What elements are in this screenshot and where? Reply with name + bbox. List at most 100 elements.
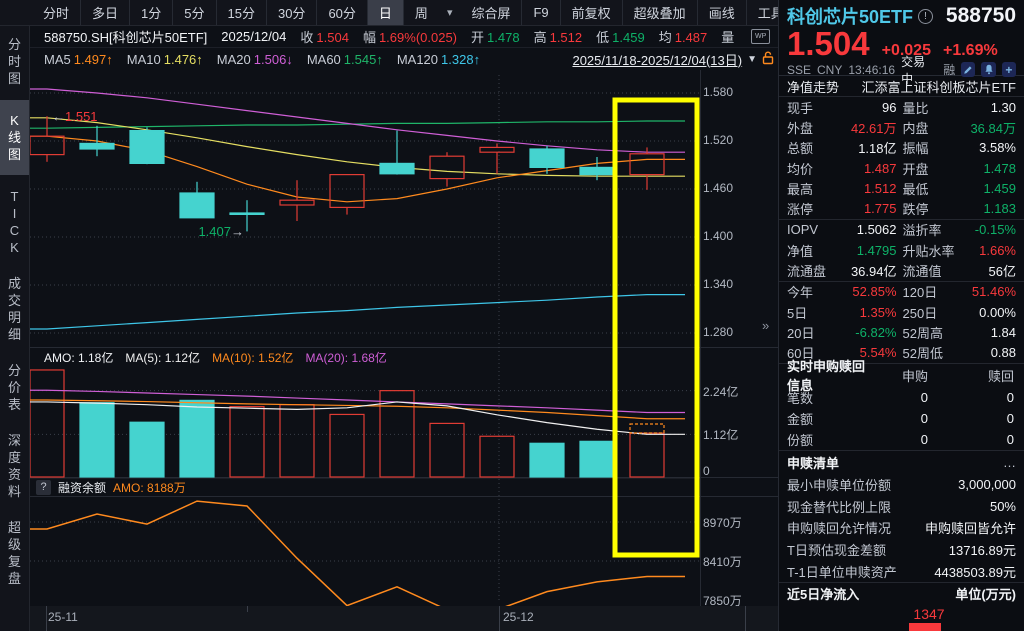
period-button-1分[interactable]: 1分 [129, 0, 172, 25]
divider [30, 496, 778, 497]
tool-button-前复权[interactable]: 前复权 [559, 0, 622, 25]
stat-value: 36.84万 [970, 120, 1016, 136]
period-button-30分[interactable]: 30分 [265, 0, 316, 25]
ma-label: MA10 [126, 51, 161, 67]
period-button-分时[interactable]: 分时 [43, 6, 70, 21]
more-icon[interactable]: … [1003, 454, 1016, 470]
nav-trend-link[interactable]: 净值走势 [787, 79, 840, 95]
period-dropdown-icon[interactable]: ▾ [446, 7, 453, 19]
redeem-value: 50% [989, 498, 1016, 514]
quote-field: 均 1.487 [659, 27, 708, 46]
stats-row: 60日 5.54% 52周低 0.88 [779, 343, 1024, 363]
redeem-value: 申购赎回皆允许 [924, 521, 1016, 537]
currency-label: CNY [817, 62, 843, 77]
ma-label: MA5 [44, 51, 71, 67]
tool-button-综合屏[interactable]: 综合屏 [471, 6, 511, 21]
stats-row: 外盘 42.61万 内盘 36.84万 [779, 117, 1024, 137]
kline-chart-canvas[interactable]: ←1.551 1.407→ [30, 70, 700, 608]
collapse-panel-button[interactable]: » [762, 318, 770, 333]
redeem-section: 申赎清单 … 最小申赎单位份额 3,000,000 现金替代比例上限 50% 申购赎回允… [779, 451, 1024, 583]
price-tick-label: 1.460 [703, 181, 734, 195]
redeem-row: T-1日单位申赎资产 4438503.89元 [779, 560, 1024, 582]
redeem-title: 申赎清单 [787, 455, 840, 471]
ma-item: MA120 1.328↑ [397, 52, 480, 67]
subscribe-value: 0 [1006, 431, 1014, 447]
stat-value: 1.183 [983, 201, 1016, 217]
stat-value: 1.775 [863, 201, 897, 217]
volume-tick-label: 0 [703, 464, 710, 478]
wp-window-icon[interactable]: WP [751, 29, 770, 44]
period-button-周[interactable]: 周 [402, 0, 439, 25]
subscribe-label: 笔数 [787, 390, 814, 406]
quote-field-label: 收 [300, 30, 314, 45]
sidebar-item-分时图[interactable]: 分时图 [7, 37, 21, 86]
lock-icon[interactable] [762, 50, 774, 68]
netflow-bar-value: 1347 [913, 605, 945, 622]
sidebar-item-超级复盘[interactable]: 超级复盘 [7, 520, 21, 586]
tool-button-超级叠加[interactable]: 超级叠加 [621, 0, 697, 25]
period-button-多日[interactable]: 多日 [80, 0, 129, 25]
ma-value: 1.328↑ [441, 51, 481, 67]
quote-field: 高 1.512 [534, 27, 583, 46]
period-button-15分[interactable]: 15分 [215, 0, 266, 25]
price-tick-label: 1.580 [703, 85, 734, 99]
stat-value: 52.85% [852, 284, 897, 300]
stat-label: 溢折率 [902, 223, 942, 239]
stat-value: 1.35% [859, 304, 897, 320]
sidebar-item-分价表[interactable]: 分价表 [7, 363, 21, 412]
ma-item: MA10 1.476↑ [127, 52, 203, 67]
time-axis[interactable]: 25-11 25-12 [30, 606, 778, 631]
stock-name: 科创芯片50ETF [787, 7, 914, 27]
tool-buttons: 综合屏 F9 前复权 超级叠加 画线 工具 [460, 0, 794, 25]
tool-button-工具[interactable]: 工具 [745, 0, 795, 25]
quote-field-label: 均 [658, 30, 672, 45]
redeem-row: 现金替代比例上限 50% [779, 495, 1024, 517]
add-icon[interactable]: + [1001, 62, 1016, 77]
stat-value: -6.82% [855, 324, 897, 340]
stats-row: 总额 1.18亿 振幅 3.58% [779, 138, 1024, 158]
quote-field-label: 低 [596, 30, 610, 45]
date-range-selector[interactable]: 2025/11/18-2025/12/04(13日) ▼ [572, 50, 774, 69]
subscribe-label: 金额 [787, 411, 814, 427]
volume-tick-label: 1.12亿 [703, 428, 739, 443]
period-button-日[interactable]: 日 [366, 0, 403, 25]
stat-label: 量比 [902, 100, 929, 116]
stat-label: 流通盘 [787, 264, 827, 280]
edit-icon[interactable] [961, 62, 976, 77]
ma-value: 1.497↑ [73, 51, 113, 67]
financing-tick-label: 7850万 [703, 594, 742, 608]
netflow-chart[interactable]: 1347 [779, 605, 1024, 631]
ma-value: 1.545↑ [343, 51, 383, 67]
period-buttons: 分时 多日 1分 5分 15分 30分 60分日周 [32, 0, 439, 25]
stock-code: 588750 [945, 4, 1016, 27]
subscribe-value: 0 [1006, 389, 1014, 405]
tool-button-F9[interactable]: F9 [521, 0, 559, 25]
last-price: 1.504 [787, 25, 870, 62]
help-box-icon[interactable]: ? [36, 479, 51, 495]
stats-section-1: 现手 96 量比 1.30 外盘 42.61万 内盘 36.84万 总额 1.18亿 振幅 3.58%… [779, 97, 1024, 220]
quote-field-value: 1.504 [316, 30, 349, 45]
time-tick-label: 25-11 [48, 610, 78, 624]
stat-label: 52周低 [902, 346, 943, 362]
info-icon[interactable]: ! [918, 8, 934, 24]
period-button-5分[interactable]: 5分 [172, 0, 215, 25]
period-button-60分[interactable]: 60分 [316, 0, 366, 25]
stat-value: 1.66% [979, 242, 1016, 258]
sidebar-item-成交明细[interactable]: 成交明细 [7, 276, 21, 342]
sidebar-item-深度资料[interactable]: 深度资料 [7, 433, 21, 499]
quote-field: 588750.SH[科创芯片50ETF] [44, 30, 208, 45]
bell-icon[interactable] [981, 62, 996, 77]
subscribe-col2: 赎回 [987, 368, 1014, 384]
redeem-value: 4438503.89元 [934, 564, 1016, 580]
stat-label: 流通值 [902, 264, 942, 280]
stat-value: 1.5062 [856, 222, 897, 238]
stats-row: 5日 1.35% 250日 0.00% [779, 302, 1024, 322]
margin-flag: 融 [943, 63, 956, 77]
volume-amo-item: MA(20): 1.68亿 [305, 350, 387, 365]
stat-label: 开盘 [902, 161, 929, 177]
ma-value: 1.506↓ [253, 51, 293, 67]
tool-button-画线[interactable]: 画线 [696, 0, 746, 25]
